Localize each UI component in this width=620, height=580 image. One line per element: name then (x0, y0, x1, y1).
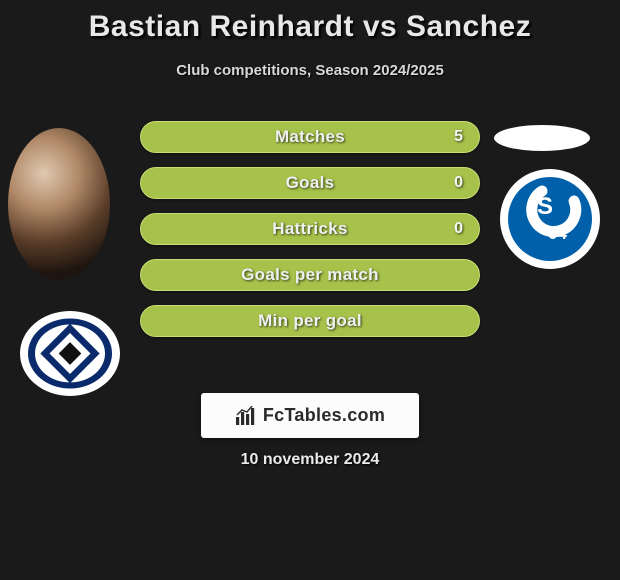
bar-value-right: 5 (454, 128, 463, 146)
svg-text:04: 04 (548, 224, 567, 243)
club-badge-right: S 04 (500, 169, 600, 269)
page-title: Bastian Reinhardt vs Sanchez (0, 0, 620, 44)
source-badge: FcTables.com (201, 393, 419, 438)
bar-label: Goals per match (241, 265, 379, 285)
player-avatar-right-placeholder (494, 125, 590, 151)
player-avatar-left (8, 128, 110, 280)
source-brand: FcTables.com (263, 405, 385, 426)
bar-row: Goals per match (140, 259, 480, 291)
bars-icon (235, 406, 257, 426)
bar-row: Hattricks 0 (140, 213, 480, 245)
bar-value-right: 0 (454, 220, 463, 238)
bar-row: Goals 0 (140, 167, 480, 199)
comparison-bars: Matches 5 Goals 0 Hattricks 0 Goals per … (140, 121, 480, 351)
bar-value-right: 0 (454, 174, 463, 192)
bar-label: Matches (275, 127, 345, 147)
bar-label: Hattricks (272, 219, 347, 239)
svg-text:S: S (537, 193, 553, 220)
bar-row: Min per goal (140, 305, 480, 337)
club-badge-left (20, 311, 120, 396)
footer-date: 10 november 2024 (0, 451, 620, 469)
subtitle: Club competitions, Season 2024/2025 (0, 44, 620, 79)
bar-label: Min per goal (258, 311, 362, 331)
bar-label: Goals (286, 173, 335, 193)
bar-row: Matches 5 (140, 121, 480, 153)
